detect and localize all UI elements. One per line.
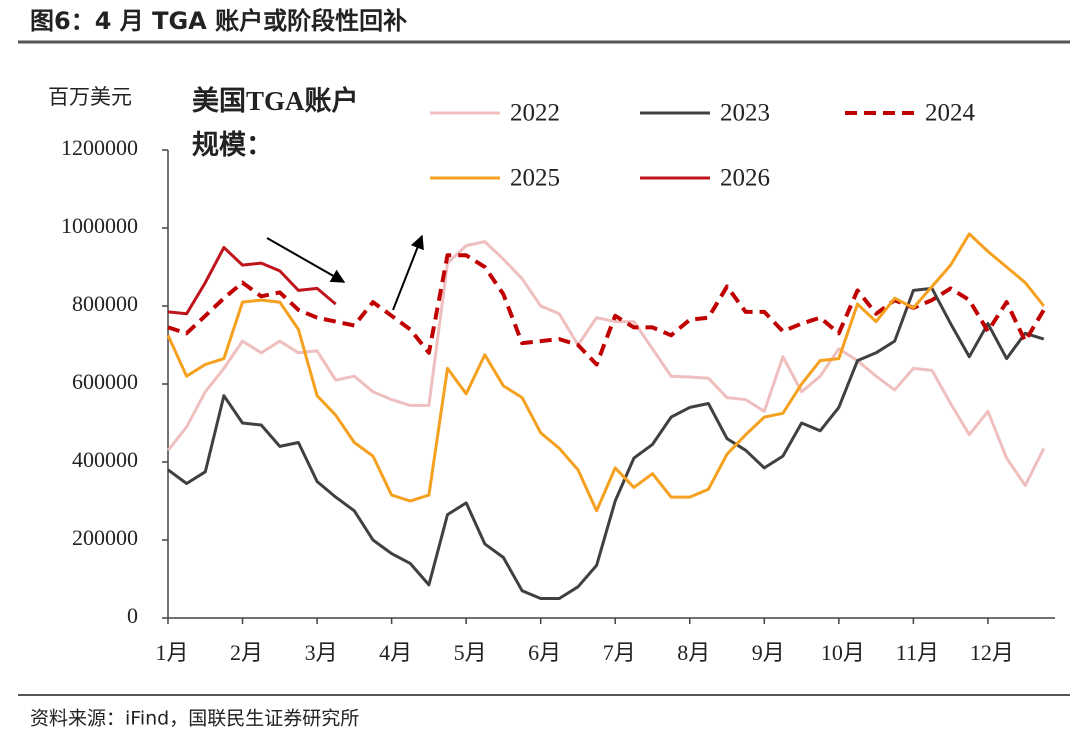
series-line <box>166 232 1045 513</box>
y-tick-label: 800000 <box>72 291 138 316</box>
x-tick-label: 4月 <box>379 640 412 665</box>
series-line <box>167 253 1046 367</box>
series-line <box>166 240 1046 487</box>
y-unit: 百万美元 <box>48 85 132 109</box>
legend-label: 2026 <box>720 165 770 192</box>
y-tick-label: 1000000 <box>61 213 138 238</box>
y-tick-label: 200000 <box>72 525 138 550</box>
annotation: 美国TGA账户 <box>192 85 359 116</box>
legend-label: 2022 <box>510 100 560 127</box>
arrow <box>392 234 424 311</box>
series-line <box>167 246 337 316</box>
x-tick-label: 2月 <box>230 640 263 665</box>
x-tick-label: 5月 <box>454 640 487 665</box>
source: 资料来源：iFind，国联民生证券研究所 <box>30 708 359 730</box>
arrow <box>266 237 346 283</box>
page-title: 图6：4 月 TGA 账户或阶段性回补 <box>30 7 407 35</box>
x-tick-label: 8月 <box>677 640 710 665</box>
y-tick-label: 1200000 <box>61 135 138 160</box>
x-tick-label: 3月 <box>305 640 338 665</box>
legend-label: 2023 <box>720 100 770 127</box>
y-tick-label: 400000 <box>72 447 138 472</box>
x-tick-label: 6月 <box>528 640 561 665</box>
annotation: 规模： <box>192 130 273 160</box>
x-tick-label: 10月 <box>821 640 865 665</box>
x-tick-label: 11月 <box>896 640 939 665</box>
x-tick-label: 12月 <box>970 640 1014 665</box>
legend-label: 2025 <box>510 165 560 192</box>
x-tick-label: 1月 <box>155 640 188 665</box>
x-tick-label: 9月 <box>752 640 785 665</box>
plot-area: 0 200000 400000 600000 800000 1000000 1200000 1… <box>61 100 1055 665</box>
y-tick-label: 600000 <box>72 369 138 394</box>
legend-label: 2024 <box>925 100 976 127</box>
x-tick-label: 7月 <box>603 640 636 665</box>
series-line <box>167 286 1045 600</box>
y-tick-label: 0 <box>127 603 138 628</box>
